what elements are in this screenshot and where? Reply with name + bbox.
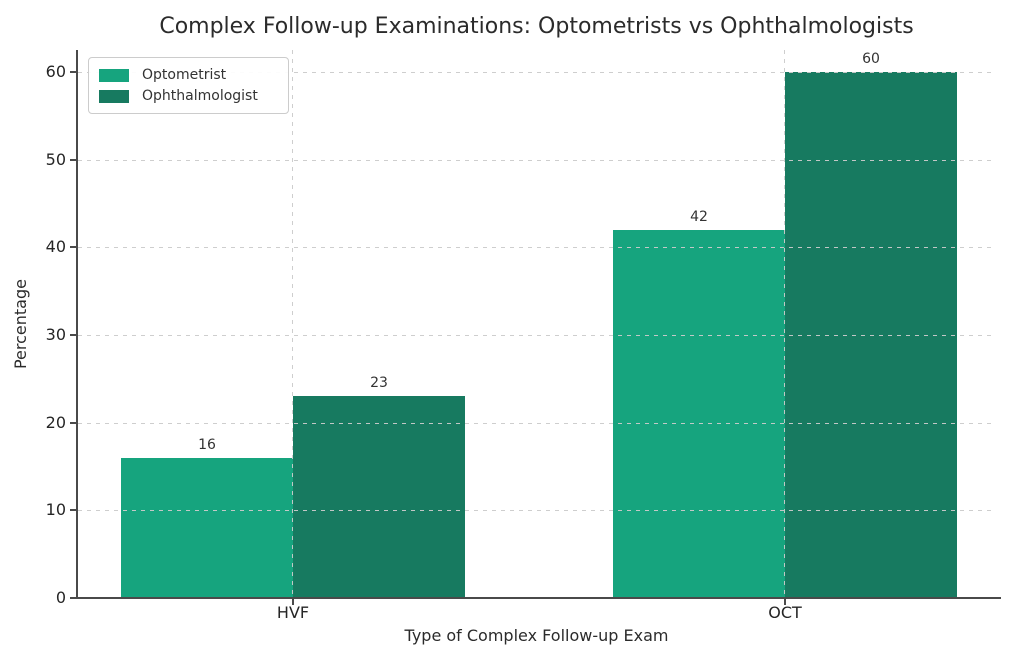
legend-label: Optometrist [142,67,227,83]
legend-label: Ophthalmologist [142,88,258,104]
y-tick-label: 20 [45,412,66,432]
x-axis-spine [76,597,1001,599]
chart-title: Complex Follow-up Examinations: Optometr… [159,14,914,39]
x-tick-mark [784,599,786,605]
y-tick-label: 40 [45,237,66,257]
y-tick-label: 60 [45,62,66,81]
optometrist-color-swatch [99,68,129,82]
bar-value-label: 16 [198,436,216,453]
y-axis-spine [76,50,78,599]
v-gridline [292,50,293,598]
legend-item-optometrist: Optometrist [99,65,278,85]
y-tick-mark [70,71,76,73]
h-gridline [78,422,995,424]
h-gridline [78,72,995,73]
x-axis-label: Type of Complex Follow-up Exam [404,626,669,645]
bar-value-label: 60 [862,51,880,67]
v-gridline [784,50,785,598]
bar-hvf-ophthalmologist [293,396,465,598]
y-tick-mark [70,246,76,249]
h-gridline [78,335,995,336]
h-gridline [78,247,995,249]
y-tick-label: 0 [55,588,66,607]
bar-value-label: 23 [370,375,388,392]
y-tick-mark [70,421,76,424]
bar-oct-optometrist [613,229,785,598]
legend: Optometrist Ophthalmologist [88,57,289,114]
x-tick-mark [292,599,294,605]
y-tick-mark [70,334,76,336]
x-tick-label: HVF [276,603,310,622]
h-gridline [78,510,995,512]
y-tick-label: 10 [45,500,66,520]
legend-item-ophthalmologist: Ophthalmologist [99,86,278,106]
y-tick-label: 50 [45,149,66,169]
y-tick-label: 30 [45,325,66,344]
h-gridline [78,159,995,161]
y-tick-mark [70,158,76,161]
y-tick-mark [70,509,76,512]
x-tick-label: OCT [768,603,802,622]
y-tick-mark [70,597,76,599]
bar-value-label: 42 [690,208,708,225]
ophthalmologist-color-swatch [99,89,129,103]
bar-hvf-optometrist [121,457,293,598]
